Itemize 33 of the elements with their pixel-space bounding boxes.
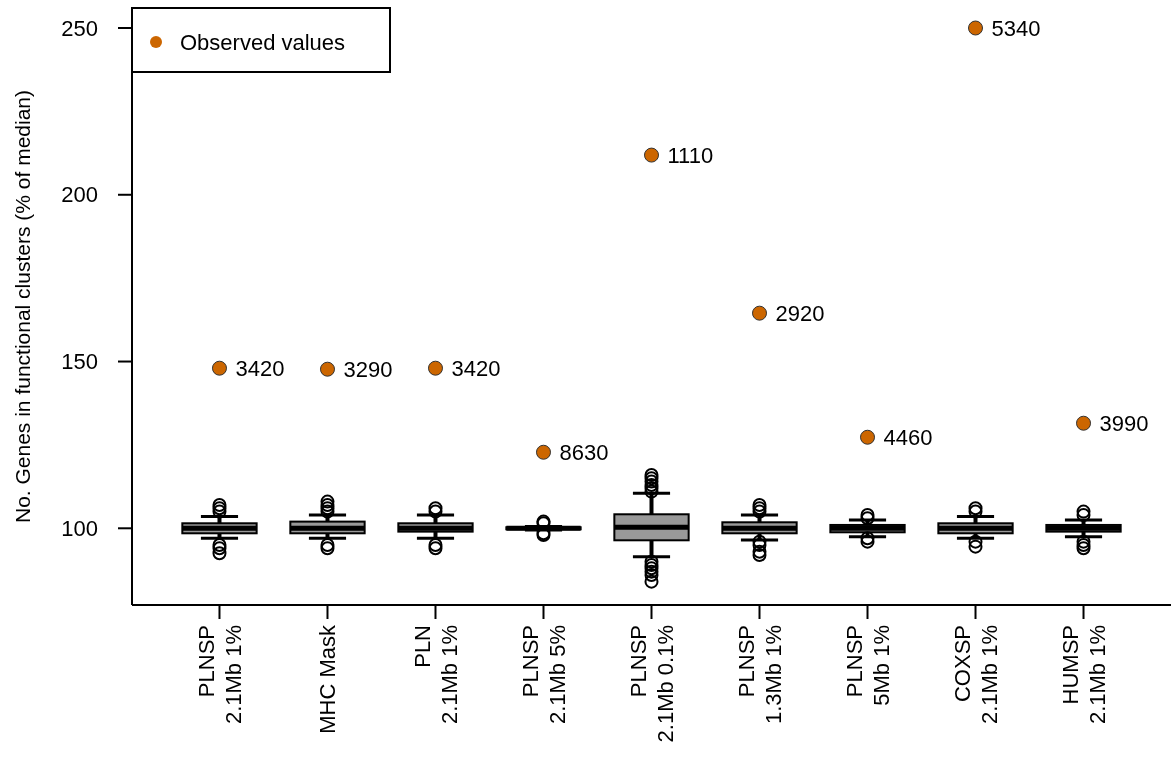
y-tick-label: 250: [61, 15, 98, 41]
y-axis-title: No. Genes in functional clusters (% of median): [11, 89, 34, 524]
x-tick-label: PLNSP 2.1Mb 1%: [193, 625, 246, 725]
point: [860, 429, 876, 445]
point: [536, 444, 551, 460]
x-tick-label: PLNSP 2.1Mb 5%: [518, 625, 570, 725]
annotation: 1110: [667, 142, 714, 168]
x-tick-label: PLNSP 1.3Mb 1%: [734, 625, 786, 725]
annotation: 5340: [991, 15, 1041, 41]
point: [1076, 415, 1092, 431]
point: [968, 20, 984, 36]
x-tick-label: HUMSP 2.1Mb 1%: [1058, 625, 1111, 725]
annotation: 3290: [343, 356, 393, 382]
point: [644, 147, 659, 163]
annotation: 4460: [883, 424, 933, 450]
point: [211, 360, 227, 376]
y-tick-label: 150: [61, 349, 98, 375]
y-tick-label: 100: [61, 515, 98, 541]
annotation: 3420: [451, 355, 501, 381]
x-tick-label: PLN 2.1Mb 1%: [409, 625, 462, 725]
x-tick-label: COXSP 2.1Mb 1%: [950, 625, 1003, 725]
annotation: 8630: [559, 439, 609, 465]
x-tick-label: PLNSP 2.1Mb 0.1%: [626, 625, 678, 743]
x-tick-label: MHC Mask: [315, 624, 341, 734]
annotation: 2920: [775, 300, 825, 326]
y-tick-label: 200: [61, 182, 98, 208]
point: [319, 361, 335, 377]
x-tick-label: PLNSP 5Mb 1%: [842, 625, 895, 706]
point: [427, 360, 443, 376]
point: [752, 305, 767, 321]
annotation: 3990: [1099, 410, 1149, 436]
annotation: 3420: [235, 355, 285, 381]
legend-label: Observed values: [180, 29, 346, 55]
